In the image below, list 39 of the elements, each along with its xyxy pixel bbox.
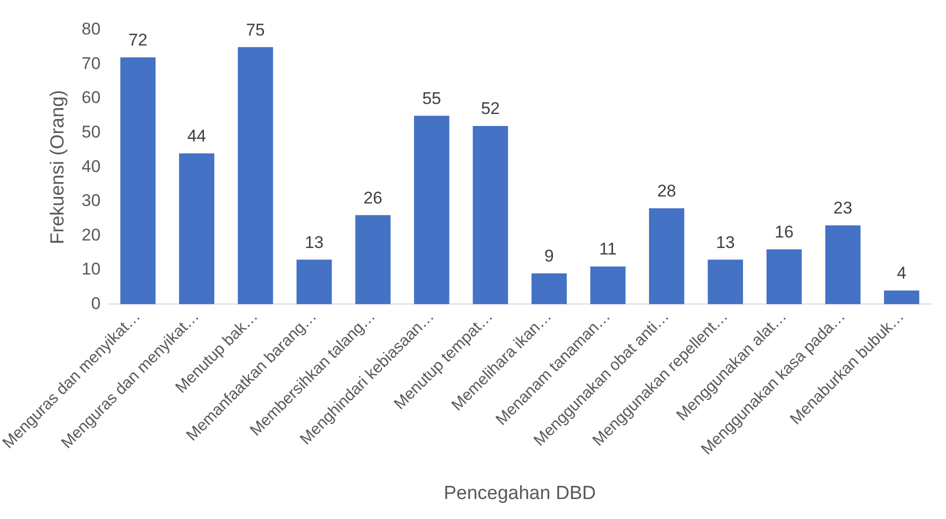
y-tick-label: 80 bbox=[82, 20, 101, 39]
y-tick-label: 30 bbox=[82, 191, 101, 210]
y-tick-label: 60 bbox=[82, 88, 101, 108]
bar bbox=[766, 249, 802, 304]
bar bbox=[590, 266, 626, 304]
bar bbox=[414, 116, 450, 304]
bar bbox=[708, 260, 744, 304]
bar bbox=[472, 126, 508, 304]
y-axis-title: Frekuensi (Orang) bbox=[47, 90, 68, 244]
data-label: 13 bbox=[304, 232, 324, 252]
data-label: 75 bbox=[246, 20, 265, 40]
y-tick-label: 40 bbox=[82, 156, 101, 176]
y-tick-label: 50 bbox=[82, 122, 101, 142]
y-tick-label: 0 bbox=[91, 294, 101, 313]
data-label: 28 bbox=[657, 181, 676, 200]
bar bbox=[238, 47, 274, 304]
bar bbox=[649, 208, 684, 304]
data-label: 16 bbox=[774, 222, 794, 242]
data-label: 52 bbox=[480, 99, 500, 118]
y-tick-label: 70 bbox=[82, 54, 101, 73]
data-label: 11 bbox=[599, 240, 617, 259]
data-label: 26 bbox=[363, 188, 382, 208]
bar bbox=[120, 57, 156, 304]
bar bbox=[825, 225, 861, 304]
data-label: 44 bbox=[187, 126, 206, 146]
bar bbox=[355, 215, 391, 304]
bar bbox=[296, 260, 332, 304]
data-label: 9 bbox=[544, 246, 554, 266]
bar bbox=[532, 273, 567, 304]
y-tick-label: 20 bbox=[82, 225, 101, 244]
data-label: 13 bbox=[716, 232, 735, 252]
data-label: 23 bbox=[833, 198, 852, 218]
bar bbox=[179, 153, 214, 304]
x-axis-title: Pencegahan DBD bbox=[444, 482, 596, 504]
data-label: 72 bbox=[128, 30, 148, 50]
y-tick-label: 10 bbox=[82, 260, 101, 279]
data-label: 4 bbox=[896, 264, 906, 283]
data-label: 55 bbox=[422, 88, 442, 108]
bar bbox=[884, 290, 920, 304]
